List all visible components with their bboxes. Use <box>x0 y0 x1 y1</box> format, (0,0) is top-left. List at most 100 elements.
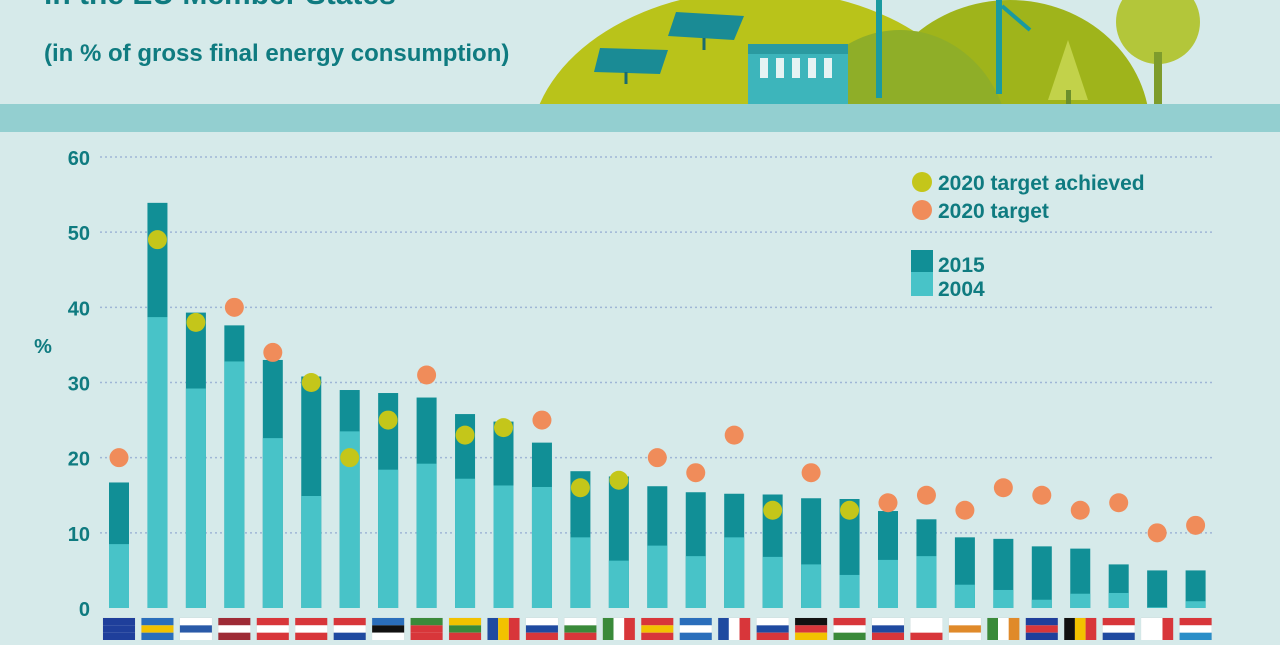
flag-stripe <box>1162 618 1174 640</box>
bar-2004-ro <box>493 485 514 608</box>
target-dot-at <box>263 342 283 362</box>
target-achieved-dot-hu <box>840 500 860 520</box>
target-achieved-dot-it <box>609 470 629 490</box>
flag-stripe <box>256 625 289 633</box>
flag-stripe <box>1179 618 1212 626</box>
bar-2004-uk <box>1031 599 1052 608</box>
target-dot-pt <box>417 365 437 385</box>
bar-2015-lu <box>1185 570 1206 608</box>
flag-stripe <box>103 618 135 626</box>
target-achieved-dot-ro <box>494 418 513 438</box>
flag-stripe <box>1064 618 1075 640</box>
flag-stripe <box>179 625 212 633</box>
solar-panel-icon <box>594 48 668 84</box>
flag-stripe <box>910 618 943 626</box>
flag-stripe <box>998 618 1009 640</box>
bar-2004-bg <box>570 537 591 608</box>
flag-stripe <box>795 632 828 640</box>
bar-2004-lv <box>224 361 245 608</box>
flag-stripe <box>410 618 443 626</box>
bar-2004-si <box>531 486 552 608</box>
flag-stripe <box>602 618 614 640</box>
target-dot-fr <box>724 425 744 445</box>
flag-stripe <box>756 625 789 633</box>
target-dot-de <box>801 463 821 483</box>
flag-stripe <box>141 632 174 640</box>
bar-2004-ee <box>378 469 399 608</box>
legend-2004-swatch <box>911 272 933 296</box>
flag-stripe <box>449 625 482 633</box>
flag-stripe <box>718 618 729 640</box>
header: in the EU Member States (in % of gross f… <box>0 0 1280 104</box>
flag-stripe <box>641 618 674 626</box>
target-achieved-dot-cz <box>763 500 783 520</box>
flag-stripe <box>641 632 674 640</box>
flag-stripe <box>372 625 405 633</box>
landscape-illustration <box>539 0 1200 104</box>
flag-stripe <box>449 632 482 640</box>
flag-stripe <box>103 632 135 640</box>
bar-2004-be <box>1070 593 1091 608</box>
flag-stripe <box>833 618 866 626</box>
bar-2004-cy <box>954 584 975 608</box>
flag-stripe <box>1025 632 1058 640</box>
flag-stripe <box>872 625 904 633</box>
flag-stripe <box>624 618 635 640</box>
y-tick-label: 40 <box>68 298 90 320</box>
target-achieved-dot-dk <box>301 373 321 392</box>
flag-stripe <box>728 618 740 640</box>
target-dot-eu <box>109 448 129 468</box>
y-tick-label: 10 <box>68 524 90 546</box>
target-achieved-dot-hr <box>340 448 360 468</box>
target-achieved-dot-fi <box>186 312 206 332</box>
bar-2004-it <box>608 560 629 608</box>
target-dot-cy <box>955 500 975 520</box>
flag-stripe <box>141 625 174 633</box>
legend-2004-label: 2004 <box>938 278 985 301</box>
flag-stripe <box>333 625 366 633</box>
target-dot-es <box>647 448 667 468</box>
dam-icon <box>748 44 848 104</box>
flag-stripe <box>739 618 751 640</box>
flag-stripe <box>872 618 904 626</box>
header-band <box>0 104 1280 132</box>
flag-stripe <box>179 632 212 640</box>
bar-2004-pt <box>416 463 437 608</box>
target-achieved-dot-ee <box>378 410 398 430</box>
target-dot-pl <box>916 485 936 505</box>
flag-stripe <box>218 618 251 626</box>
legend-achieved-marker <box>912 172 932 192</box>
flag-stripe <box>487 618 499 640</box>
target-dot-el <box>686 463 706 483</box>
bar-2004-eu <box>109 544 129 608</box>
tree-icon <box>1116 0 1200 104</box>
flag-stripe <box>679 618 712 626</box>
flag-stripe <box>1074 618 1086 640</box>
y-tick-label: 0 <box>79 599 90 621</box>
bar-2004-mt <box>1147 607 1168 608</box>
flag-stripe <box>525 632 558 640</box>
flag-stripe <box>508 618 520 640</box>
flag-stripe <box>1102 625 1135 633</box>
legend-achieved-label: 2020 target achieved <box>938 172 1145 195</box>
bar-chart: 0 10 20 30 40 50 60% 2020 target achieved 2020 t… <box>34 148 1212 641</box>
flag-stripe <box>1085 618 1097 640</box>
flag-stripe <box>295 625 328 633</box>
legend-2015-label: 2015 <box>938 254 985 277</box>
wind-turbine-icon <box>876 0 1032 98</box>
tree-icon <box>1048 40 1088 104</box>
target-dot-sk <box>878 493 898 513</box>
flag-stripe <box>1025 625 1058 633</box>
flag-stripe <box>103 625 135 633</box>
y-axis-label: % <box>34 336 52 358</box>
bar-2004-de <box>801 564 822 608</box>
flag-stripe <box>449 618 482 626</box>
y-tick-label: 30 <box>68 374 90 396</box>
flag-stripe <box>410 632 443 640</box>
flag-stripe <box>948 625 981 633</box>
flag-stripe <box>295 618 328 626</box>
bar-2004-ie <box>993 589 1014 608</box>
flag-stripe <box>1008 618 1020 640</box>
flag-stripe <box>1102 618 1135 626</box>
y-tick-label: 60 <box>68 148 90 170</box>
